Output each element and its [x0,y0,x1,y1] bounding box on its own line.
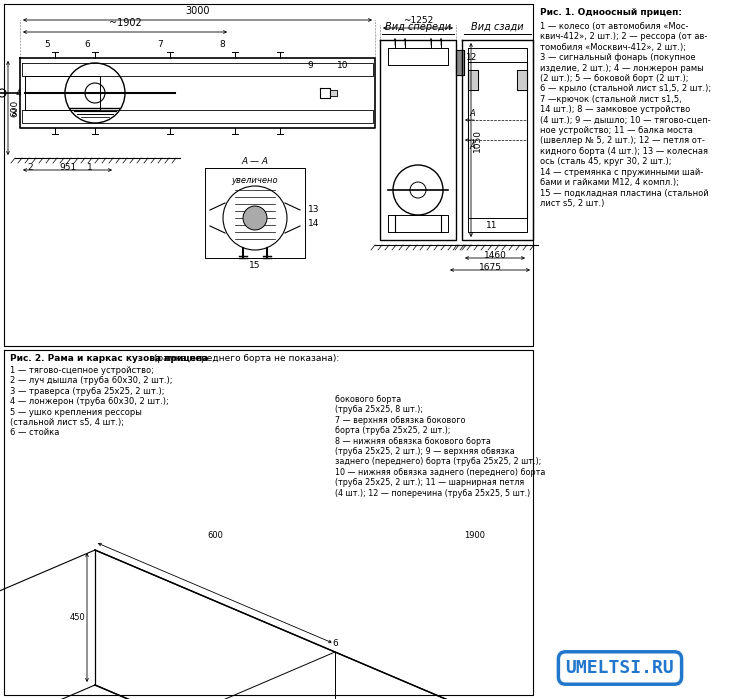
Text: 450: 450 [69,613,85,622]
Text: 5: 5 [44,40,50,49]
Text: 6: 6 [84,40,90,49]
Text: 600: 600 [207,531,223,540]
Text: UMELTSI.RU: UMELTSI.RU [566,659,674,677]
Circle shape [243,206,267,230]
Text: 1050: 1050 [473,129,482,152]
Text: ~1902: ~1902 [109,18,141,28]
Text: Рис. 2. Рама и каркас кузова прицепа: Рис. 2. Рама и каркас кузова прицепа [10,354,208,363]
Text: Вид сзади: Вид сзади [471,22,523,32]
Text: 8: 8 [219,40,225,49]
Text: (рамка переднего борта не показана):: (рамка переднего борта не показана): [151,354,339,363]
Text: 1900: 1900 [465,531,485,540]
Text: 13: 13 [308,206,319,215]
Text: 1: 1 [87,163,93,172]
Text: 951: 951 [59,163,76,172]
Text: 1 — колесо (от автомобиля «Мос-
квич-412», 2 шт.); 2 — рессора (от ав-
томобиля : 1 — колесо (от автомобиля «Мос- квич-412… [540,22,711,208]
Text: ~1252: ~1252 [403,16,433,25]
Text: 3000: 3000 [185,6,210,16]
Text: А: А [469,109,475,118]
Text: 7: 7 [157,40,163,49]
Text: 6: 6 [332,640,338,649]
Text: 3: 3 [11,108,16,117]
Text: 14: 14 [308,219,319,227]
Text: 15: 15 [249,261,261,270]
Text: 4: 4 [15,89,21,97]
Text: 12: 12 [466,54,478,62]
Text: А — А: А — А [242,157,269,166]
Text: увеличено: увеличено [232,176,279,185]
Text: бокового борта
(труба 25х25, 8 шт.);
7 — верхняя обвязка бокового
борта (труба 2: бокового борта (труба 25х25, 8 шт.); 7 —… [335,395,545,498]
Text: 1 — тягово-сцепное устройство;
2 — луч дышла (труба 60х30, 2 шт.);
3 — траверса : 1 — тягово-сцепное устройство; 2 — луч д… [10,366,173,438]
Text: А: А [469,142,475,151]
Text: Рис. 1. Одноосный прицеп:: Рис. 1. Одноосный прицеп: [540,8,682,17]
Text: 11: 11 [486,220,498,229]
Text: 10: 10 [337,62,348,71]
Text: 2: 2 [27,163,33,172]
Text: 1460: 1460 [484,251,506,260]
Text: Вид спереди: Вид спереди [385,22,451,32]
Text: 1675: 1675 [478,263,502,272]
Text: 9: 9 [307,62,313,71]
Text: 600: 600 [10,99,19,117]
